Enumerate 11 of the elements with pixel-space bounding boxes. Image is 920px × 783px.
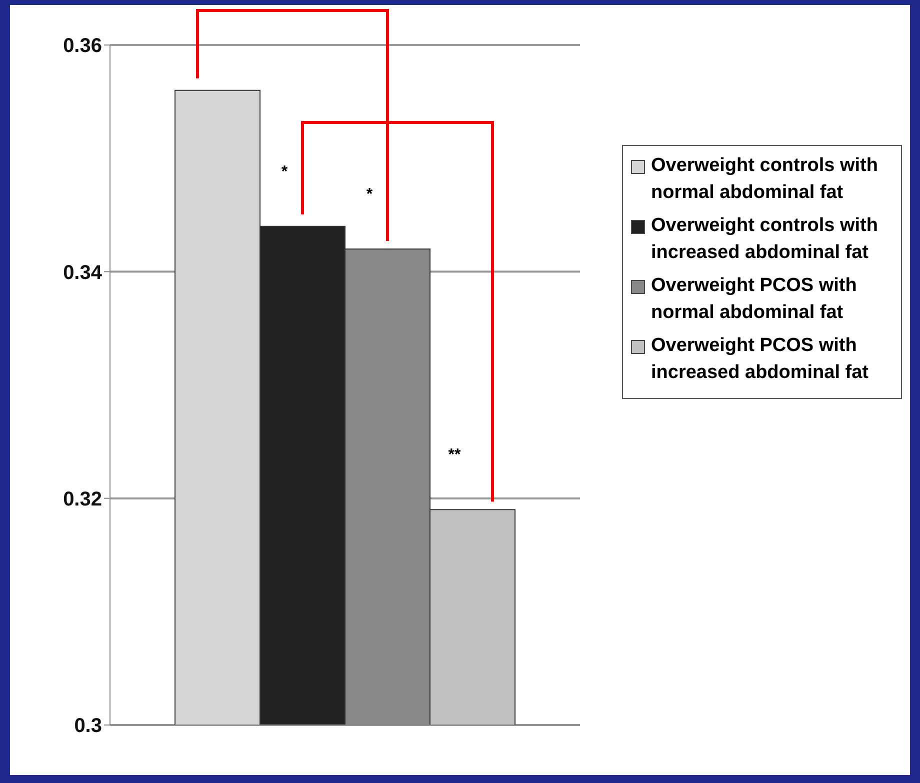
legend-label: Overweight PCOS with normal abdominal fat	[651, 274, 858, 325]
y-tick-label: 0.34	[63, 262, 103, 284]
legend-label: Overweight controls with normal abdominal fat	[651, 154, 879, 205]
y-tick-label: 0.3	[74, 715, 102, 738]
y-tick-label: 0.32	[63, 488, 102, 510]
legend-label: Overweight controls with increased abdominal fat	[651, 214, 879, 265]
y-tick-label: 0.36	[63, 35, 102, 58]
annotation: **	[448, 446, 462, 464]
legend-label: Overweight PCOS with increased abdominal fat	[651, 334, 870, 385]
annotation: *	[366, 186, 374, 203]
annotation: *	[281, 163, 288, 180]
